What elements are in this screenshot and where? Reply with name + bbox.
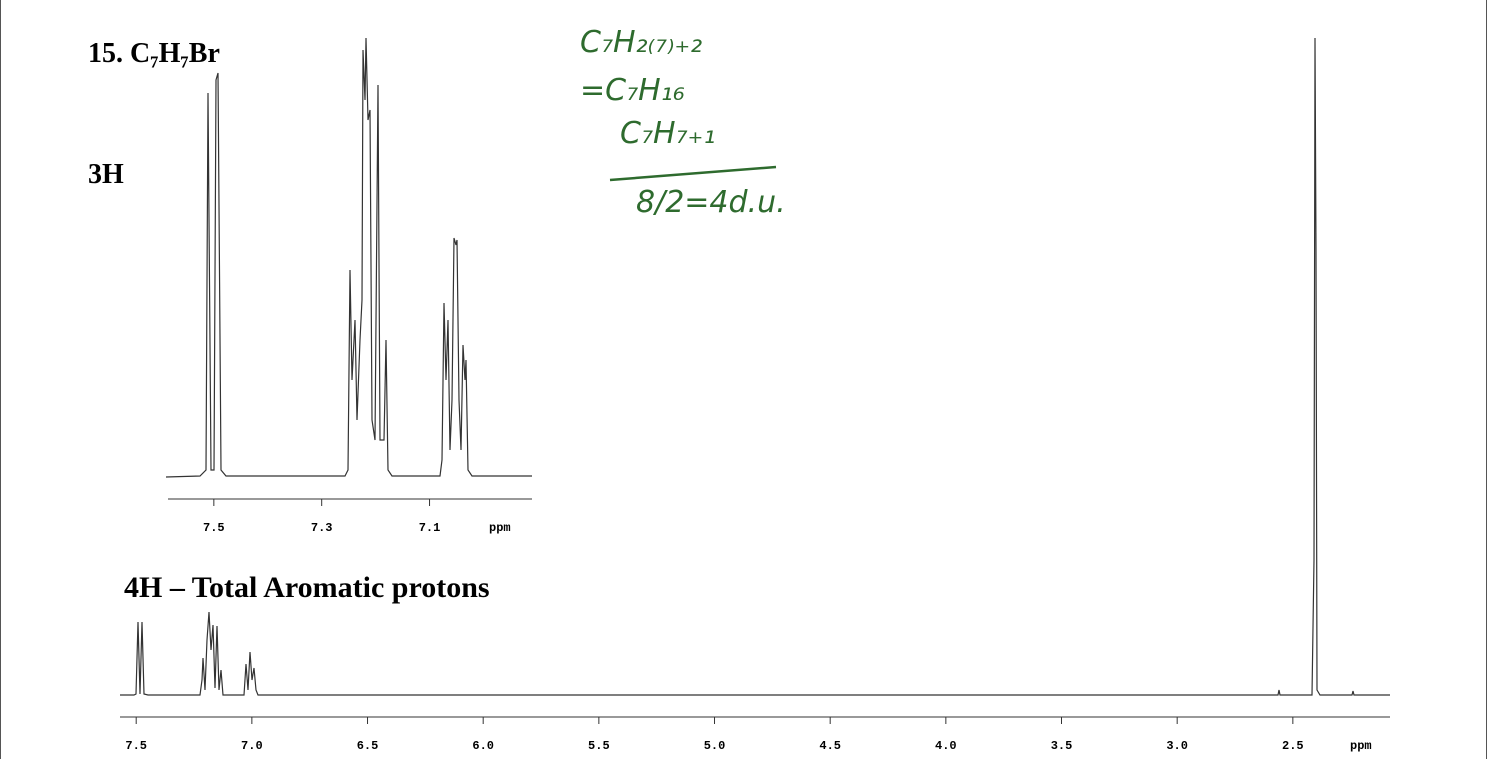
main-spectrum-trace: [120, 37, 1390, 696]
x-tick-label: 2.5: [1282, 739, 1304, 753]
handwritten-note: C₇H₇₊₁: [620, 116, 715, 151]
x-tick-label: 3.0: [1166, 739, 1188, 753]
x-tick-label: 5.0: [704, 739, 726, 753]
handwritten-rule: [609, 165, 777, 182]
handwritten-note: =C₇H₁₆: [580, 73, 685, 108]
x-tick-label: 6.5: [357, 739, 379, 753]
handwritten-note: C₇H₂₍₇₎₊₂: [580, 25, 702, 60]
handwritten-note: 8/2=4d.u.: [636, 185, 786, 220]
x-tick-label: 7.0: [241, 739, 263, 753]
x-tick-label: 4.5: [819, 739, 841, 753]
main-x-axis-label: ppm: [1350, 739, 1372, 753]
x-tick-label: 7.5: [203, 521, 225, 535]
inset-x-axis-label: ppm: [489, 521, 511, 535]
annotation: 4H – Total Aromatic protons: [124, 571, 490, 604]
inset-spectrum-trace: [165, 37, 532, 478]
x-tick-label: 6.0: [472, 739, 494, 753]
problem-title: 15. C₇H₇Br: [88, 38, 220, 69]
x-tick-label: 7.5: [125, 739, 147, 753]
annotation: 3H: [88, 159, 124, 190]
x-tick-label: 3.5: [1051, 739, 1073, 753]
x-tick-label: 7.1: [419, 521, 441, 535]
x-tick-label: 4.0: [935, 739, 957, 753]
x-tick-label: 5.5: [588, 739, 610, 753]
x-tick-label: 7.3: [311, 521, 333, 535]
